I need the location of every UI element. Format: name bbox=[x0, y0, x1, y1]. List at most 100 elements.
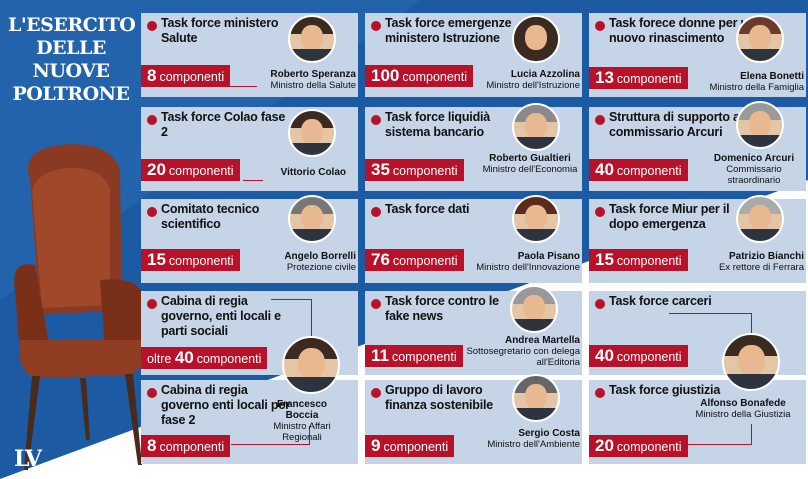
count-badge: 40 componenti bbox=[589, 345, 688, 367]
title-line: DELLE bbox=[36, 37, 106, 59]
card-task-force-colao: Task force Colao fase 2 20 componenti Vit… bbox=[141, 107, 358, 191]
count-badge: 15 componenti bbox=[589, 249, 688, 271]
person-role: Ministro Affari Regionali bbox=[273, 421, 331, 443]
person-name: Elena Bonetti bbox=[740, 71, 804, 82]
connector-line bbox=[681, 444, 751, 445]
person-caption: Andrea Martella Sottosegretario con deleg… bbox=[450, 335, 580, 368]
count-label: componenti bbox=[392, 254, 458, 268]
bullet-icon bbox=[147, 207, 157, 217]
person-name: Vittorio Colao bbox=[280, 167, 346, 178]
connector-line bbox=[751, 313, 752, 337]
person-role: Ministro dell'Innovazione bbox=[476, 262, 580, 273]
portrait-photo bbox=[288, 195, 336, 243]
portrait-photo bbox=[736, 15, 784, 63]
person-name: Roberto Speranza bbox=[270, 69, 356, 80]
card-title: Struttura di supporto al commissario Arc… bbox=[609, 110, 744, 139]
card-title: Comitato tecnico scientifico bbox=[161, 202, 260, 231]
count-label: componenti bbox=[168, 164, 234, 178]
person-caption: Patrizio Bianchi Ex rettore di Ferrara bbox=[704, 251, 804, 273]
count-value: 20 bbox=[147, 160, 166, 179]
bullet-icon bbox=[147, 115, 157, 125]
count-badge: 15 componenti bbox=[141, 249, 240, 271]
person-role: Ministro della Giustizia bbox=[695, 409, 791, 420]
count-label: componenti bbox=[391, 350, 457, 364]
card-title: Cabina di regia governo enti locali per … bbox=[161, 383, 290, 427]
lv-logo: LV bbox=[14, 446, 42, 472]
person-role: Ministro della Famiglia bbox=[709, 82, 804, 93]
card-task-force-fake-news: Task force contro le fake news 11 compone… bbox=[365, 285, 582, 375]
main-title: L'ESERCITO DELLE NUOVE POLTRONE bbox=[8, 14, 136, 106]
count-badge: 40 componenti bbox=[589, 159, 688, 181]
person-name: Andrea Martella bbox=[504, 335, 580, 346]
count-value: 11 bbox=[371, 346, 389, 365]
card-title: Task force Colao fase 2 bbox=[161, 110, 286, 139]
card-title: Task force emergenze ministero Istruzion… bbox=[385, 16, 512, 45]
person-name: Alfonso Bonafede bbox=[700, 398, 786, 409]
card-title: Task force contro le fake news bbox=[385, 294, 499, 323]
portrait-photo bbox=[512, 374, 560, 422]
bullet-icon bbox=[371, 115, 381, 125]
count-value: 8 bbox=[147, 436, 157, 455]
person-caption: Sergio Costa Ministro dell'Ambiente bbox=[460, 428, 580, 450]
card-title: Task force ministero Salute bbox=[161, 16, 279, 45]
count-label: componenti bbox=[159, 440, 225, 454]
count-value: 40 bbox=[595, 346, 614, 365]
card-cabina-regia-fase2: Cabina di regia governo enti locali per … bbox=[141, 380, 358, 464]
person-caption: Roberto Gualtieri Ministro dell'Economia bbox=[480, 153, 580, 175]
count-label: componenti bbox=[616, 440, 682, 454]
count-label: componenti bbox=[383, 440, 449, 454]
card-task-force-salute: Task force ministero Salute 8 componenti … bbox=[141, 13, 358, 97]
person-name: Paola Pisano bbox=[517, 251, 580, 262]
count-badge: 20 componenti bbox=[141, 159, 240, 181]
count-label: componenti bbox=[402, 70, 467, 84]
count-label: componenti bbox=[196, 352, 262, 366]
armchair-illustration bbox=[14, 144, 146, 470]
portrait-photo bbox=[512, 195, 560, 243]
person-caption: Angelo Borrelli Protezione civile bbox=[256, 251, 356, 273]
person-caption-boccia: Francesco Boccia Ministro Affari Regional… bbox=[262, 399, 342, 443]
count-value: 9 bbox=[371, 436, 381, 455]
card-title: Cabina di regia governo, enti locali e p… bbox=[161, 294, 281, 338]
person-name: Sergio Costa bbox=[518, 428, 580, 439]
bullet-icon bbox=[595, 21, 605, 31]
card-title: Gruppo di lavoro finanza sostenibile bbox=[385, 383, 494, 412]
portrait-photo bbox=[736, 195, 784, 243]
person-name: Francesco Boccia bbox=[276, 399, 328, 421]
count-value: 13 bbox=[595, 68, 614, 87]
count-prefix: oltre bbox=[147, 352, 172, 366]
bullet-icon bbox=[371, 21, 381, 31]
person-name: Patrizio Bianchi bbox=[728, 251, 804, 262]
person-name: Lucia Azzolina bbox=[510, 69, 580, 80]
card-struttura-arcuri: Struttura di supporto al commissario Arc… bbox=[589, 101, 806, 191]
count-value: 20 bbox=[595, 436, 614, 455]
person-caption: Paola Pisano Ministro dell'Innovazione bbox=[470, 251, 580, 273]
person-name: Angelo Borrelli bbox=[284, 251, 356, 262]
count-badge: 9 componenti bbox=[365, 435, 455, 457]
count-value: 100 bbox=[371, 66, 400, 85]
count-label: componenti bbox=[616, 350, 682, 364]
bullet-icon bbox=[147, 21, 157, 31]
person-role: Sottosegretario con delega all'Editoria bbox=[466, 346, 580, 368]
portrait-photo-boccia bbox=[282, 336, 340, 394]
card-task-force-giustizia: Task force giustizia 20 componenti bbox=[589, 380, 806, 464]
bullet-icon bbox=[371, 299, 381, 309]
card-title: Task force carceri bbox=[609, 294, 712, 308]
count-badge: 35 componenti bbox=[365, 159, 464, 181]
portrait-photo bbox=[512, 103, 560, 151]
bullet-icon bbox=[147, 388, 157, 398]
count-value: 76 bbox=[371, 250, 390, 269]
count-value: 35 bbox=[371, 160, 390, 179]
portrait-photo bbox=[736, 101, 784, 149]
portrait-photo-bonafede bbox=[722, 333, 780, 391]
person-name: Domenico Arcuri bbox=[713, 153, 795, 164]
count-value: 15 bbox=[147, 250, 166, 269]
title-line: NUOVE bbox=[32, 60, 110, 82]
count-label: componenti bbox=[159, 70, 225, 84]
person-role: Ministro dell'Economia bbox=[482, 164, 578, 175]
card-task-force-miur: Task force Miur per il dopo emergenza 15… bbox=[589, 195, 806, 283]
card-task-force-liquidita: Task force liquidià sistema bancario 35 c… bbox=[365, 103, 582, 191]
count-badge: 13 componenti bbox=[589, 67, 688, 89]
person-caption: Elena Bonetti Ministro della Famiglia bbox=[694, 71, 804, 93]
person-caption-bonafede: Alfonso Bonafede Ministro della Giustizia bbox=[688, 398, 798, 420]
